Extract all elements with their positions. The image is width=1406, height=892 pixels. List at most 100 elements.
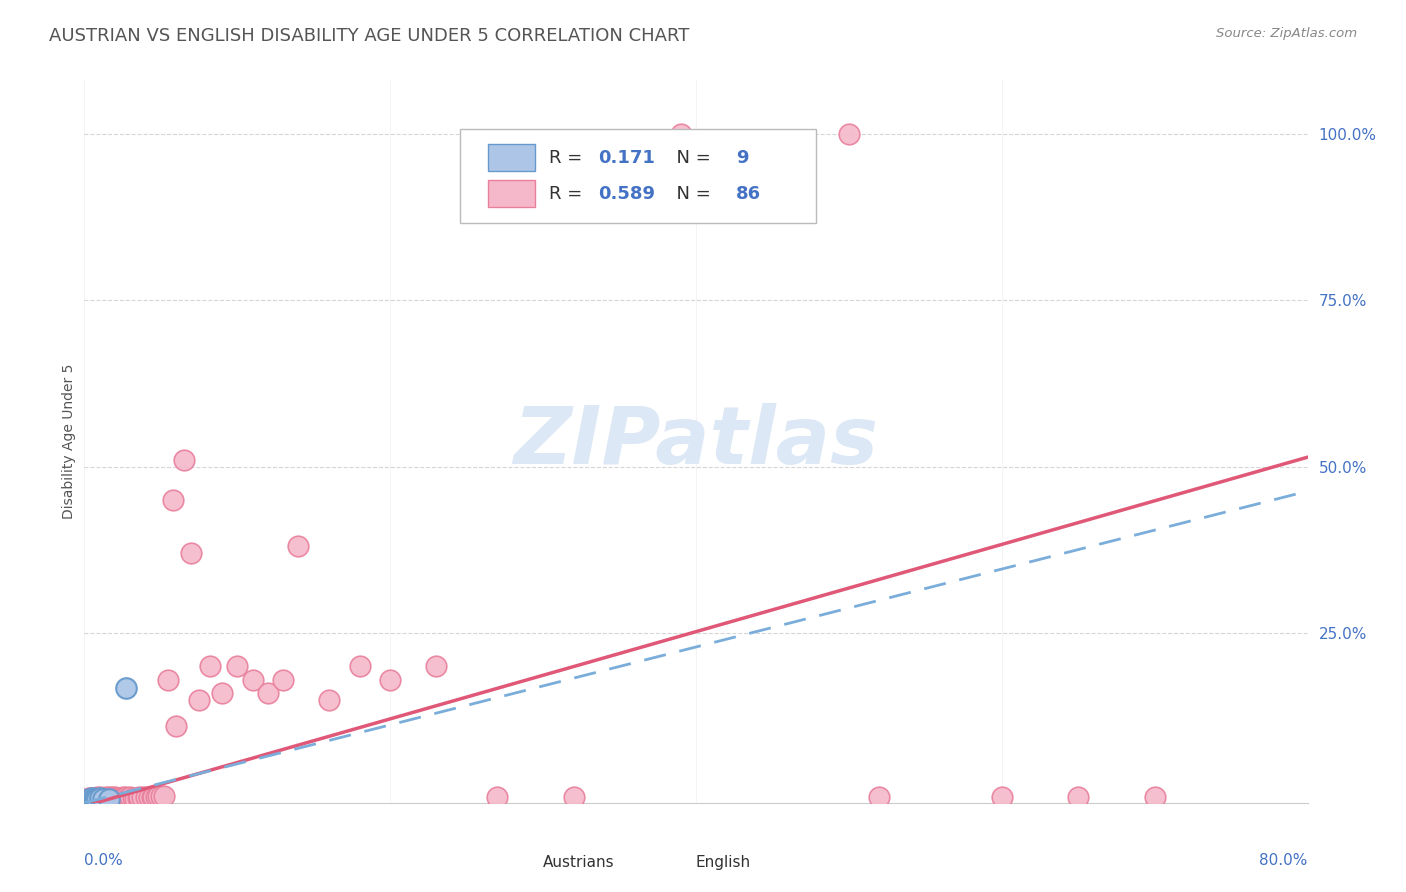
Point (91, 791, 114, 805)
Point (188, 692, 211, 706)
Point (86, 792, 108, 806)
Point (101, 792, 124, 806)
Point (111, 790, 134, 805)
Text: 9: 9 (737, 149, 749, 167)
Point (141, 789, 163, 804)
Point (87, 791, 110, 805)
Point (94, 792, 117, 806)
Point (242, 673, 264, 687)
Point (83, 791, 105, 805)
Point (84, 791, 107, 805)
Text: R =: R = (550, 185, 593, 202)
Point (80, 792, 103, 806)
Point (104, 792, 127, 806)
Point (98, 791, 121, 805)
Point (104, 790, 127, 805)
Point (77, 791, 100, 805)
Point (1067, 790, 1090, 805)
Text: R =: R = (550, 149, 593, 167)
Point (79, 791, 101, 805)
Point (89, 792, 111, 806)
Point (76, 792, 98, 806)
Text: ZIPatlas: ZIPatlas (513, 402, 879, 481)
Text: 0.171: 0.171 (598, 149, 655, 167)
Text: AUSTRIAN VS ENGLISH DISABILITY AGE UNDER 5 CORRELATION CHART: AUSTRIAN VS ENGLISH DISABILITY AGE UNDER… (49, 27, 689, 45)
Point (180, 546, 202, 560)
Point (122, 791, 145, 805)
Point (149, 789, 172, 804)
Point (112, 791, 135, 805)
Text: N =: N = (665, 149, 723, 167)
Point (226, 659, 249, 673)
Point (124, 792, 146, 806)
Point (101, 790, 124, 805)
Point (89, 791, 111, 805)
Point (131, 790, 153, 805)
FancyBboxPatch shape (647, 855, 683, 877)
Point (562, 790, 585, 805)
Point (349, 659, 371, 673)
Point (97, 792, 120, 806)
Point (96, 792, 118, 806)
Point (157, 673, 180, 687)
Point (90, 792, 112, 806)
Point (425, 659, 447, 673)
Text: Source: ZipAtlas.com: Source: ZipAtlas.com (1216, 27, 1357, 40)
Text: 0.589: 0.589 (598, 185, 655, 202)
Point (79, 792, 101, 806)
Point (145, 789, 167, 804)
Point (93, 791, 115, 805)
Point (869, 790, 891, 805)
Point (80, 791, 103, 805)
Point (380, 673, 402, 687)
Point (838, 127, 860, 141)
Point (91, 792, 114, 806)
Y-axis label: Disability Age Under 5: Disability Age Under 5 (62, 364, 76, 519)
Point (103, 791, 125, 805)
FancyBboxPatch shape (488, 180, 534, 208)
FancyBboxPatch shape (494, 855, 531, 877)
Point (97, 792, 120, 806)
Point (89, 790, 111, 805)
Point (486, 790, 509, 805)
Point (146, 789, 169, 804)
Point (108, 791, 131, 805)
Point (142, 789, 165, 804)
Point (669, 127, 692, 141)
Point (128, 790, 150, 805)
Point (84, 792, 107, 806)
Text: 0.0%: 0.0% (84, 854, 124, 869)
Point (118, 791, 141, 805)
Point (135, 790, 157, 805)
Point (105, 791, 128, 805)
Text: N =: N = (665, 185, 717, 202)
Text: 86: 86 (737, 185, 762, 202)
Point (1143, 790, 1166, 805)
Point (77, 792, 100, 806)
Text: 80.0%: 80.0% (1260, 854, 1308, 869)
Point (153, 789, 176, 804)
Point (318, 692, 340, 706)
Point (80, 791, 103, 805)
Point (94, 790, 117, 805)
Point (127, 791, 149, 805)
Point (165, 719, 187, 733)
Point (84, 792, 107, 806)
Point (120, 790, 142, 805)
FancyBboxPatch shape (488, 144, 534, 171)
Point (83, 792, 105, 806)
Point (991, 790, 1014, 805)
Point (114, 681, 136, 695)
Point (87, 792, 110, 806)
Point (271, 673, 294, 687)
Point (90, 791, 112, 805)
Point (86, 790, 108, 805)
Point (93, 792, 115, 806)
Point (162, 492, 184, 507)
Point (89, 791, 111, 805)
Point (84, 792, 107, 806)
Point (107, 792, 129, 806)
Point (138, 790, 160, 805)
Point (211, 686, 233, 700)
FancyBboxPatch shape (460, 128, 815, 223)
